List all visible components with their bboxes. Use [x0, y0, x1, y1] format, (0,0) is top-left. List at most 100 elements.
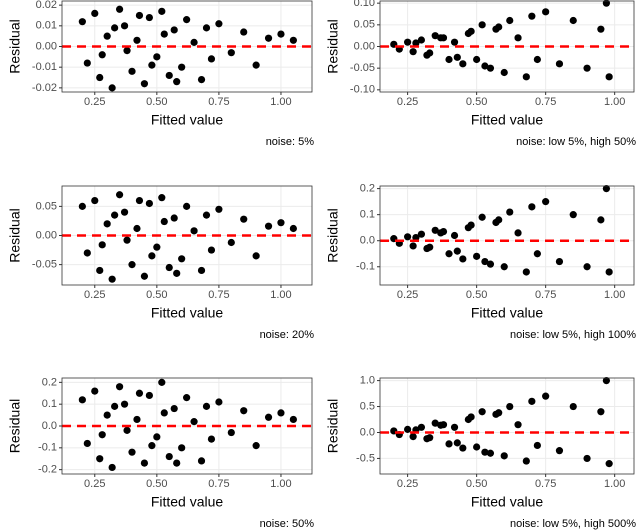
point: [426, 434, 434, 442]
point: [602, 185, 610, 193]
x-tick-label: 0.50: [466, 478, 487, 490]
point: [227, 238, 235, 247]
point: [478, 213, 486, 221]
point: [481, 62, 489, 70]
x-tick-label: 0.50: [466, 289, 487, 301]
point: [202, 24, 211, 32]
x-tick-label: 0.25: [84, 289, 105, 301]
point: [160, 409, 168, 417]
caption: noise: low 5%, high 50%: [516, 136, 636, 148]
point: [264, 413, 273, 421]
x-tick-label: 1.00: [270, 96, 291, 108]
point: [439, 227, 448, 236]
point: [148, 252, 156, 260]
point: [158, 7, 166, 15]
point: [183, 394, 191, 402]
point: [528, 12, 536, 20]
point: [500, 68, 508, 77]
point: [445, 55, 453, 64]
point: [78, 396, 86, 404]
point: [160, 217, 168, 226]
point: [240, 28, 248, 36]
x-axis-label: Fitted value: [471, 494, 544, 510]
point: [83, 249, 91, 257]
point: [605, 73, 613, 81]
point: [542, 392, 550, 400]
point: [417, 230, 426, 238]
point: [522, 268, 530, 276]
y-tick-label: -0.05: [32, 259, 57, 271]
point: [514, 229, 522, 237]
x-tick-label: 0.50: [466, 96, 487, 108]
point: [215, 398, 223, 406]
point: [412, 39, 420, 47]
point: [133, 224, 141, 233]
point: [602, 0, 610, 7]
point: [264, 222, 273, 230]
point: [165, 452, 173, 461]
point: [555, 60, 564, 68]
point: [450, 231, 459, 240]
point: [473, 443, 481, 451]
point: [404, 38, 412, 46]
y-tick-label: -0.02: [32, 82, 57, 94]
point: [170, 214, 178, 222]
x-axis-label: Fitted value: [151, 112, 224, 128]
caption: noise: low 5%, high 500%: [510, 518, 636, 530]
point: [123, 236, 131, 244]
point: [453, 53, 461, 61]
plot-border: [379, 0, 635, 93]
y-tick-label: -0.1: [38, 442, 57, 454]
x-tick-label: 0.75: [208, 96, 229, 108]
point: [481, 448, 489, 456]
point: [514, 34, 522, 42]
panel: -0.5 0.0 0.5 1.0 0.25 0.50 0.75 1.00 Fitted valu…: [325, 375, 637, 530]
x-tick-label: 1.00: [604, 478, 625, 490]
y-tick-label: 0.0: [360, 426, 375, 438]
point: [108, 84, 116, 92]
point: [478, 21, 486, 29]
x-tick-label: 0.50: [146, 96, 167, 108]
point: [426, 49, 434, 57]
plot-border: [379, 377, 635, 475]
point: [98, 241, 106, 249]
x-tick-label: 0.25: [84, 478, 105, 490]
panel: -0.02 -0.01 0.00 0.01 0.02 0.25 0.50 0.75 1.00 Fi…: [7, 0, 315, 148]
point: [98, 51, 106, 59]
point: [431, 32, 439, 40]
x-tick-label: 1.00: [604, 289, 625, 301]
point: [431, 226, 439, 234]
point: [481, 257, 489, 266]
point: [445, 440, 453, 448]
y-tick-label: -0.01: [32, 61, 57, 73]
plot-border: [61, 377, 313, 475]
point: [98, 431, 106, 439]
plot-border: [61, 0, 313, 93]
point: [78, 18, 86, 26]
point: [202, 211, 211, 219]
point: [583, 263, 591, 271]
y-tick-label: 0.2: [42, 376, 57, 388]
point: [202, 402, 211, 410]
point: [264, 34, 273, 42]
point: [140, 459, 149, 467]
point: [103, 411, 111, 419]
point: [542, 8, 550, 16]
point: [528, 203, 536, 211]
point: [409, 242, 417, 250]
x-tick-label: 0.50: [146, 478, 167, 490]
point: [153, 53, 161, 61]
caption: noise: low 5%, high 100%: [510, 329, 636, 341]
point: [178, 255, 186, 263]
point: [108, 275, 116, 283]
point: [165, 263, 173, 272]
y-tick-label: -0.2: [38, 464, 57, 476]
point: [439, 421, 448, 429]
point: [417, 423, 426, 431]
point: [148, 442, 156, 450]
panel: -0.10 -0.05 0.00 0.05 0.10 0.25 0.50 0.75 1.00 Fi…: [325, 0, 636, 148]
y-axis-label: Residual: [7, 19, 23, 73]
point: [170, 26, 178, 34]
panel: -0.2 -0.1 0.0 0.1 0.2 0.25 0.50 0.75 1.00 Fitted …: [7, 376, 315, 530]
point: [409, 433, 417, 441]
